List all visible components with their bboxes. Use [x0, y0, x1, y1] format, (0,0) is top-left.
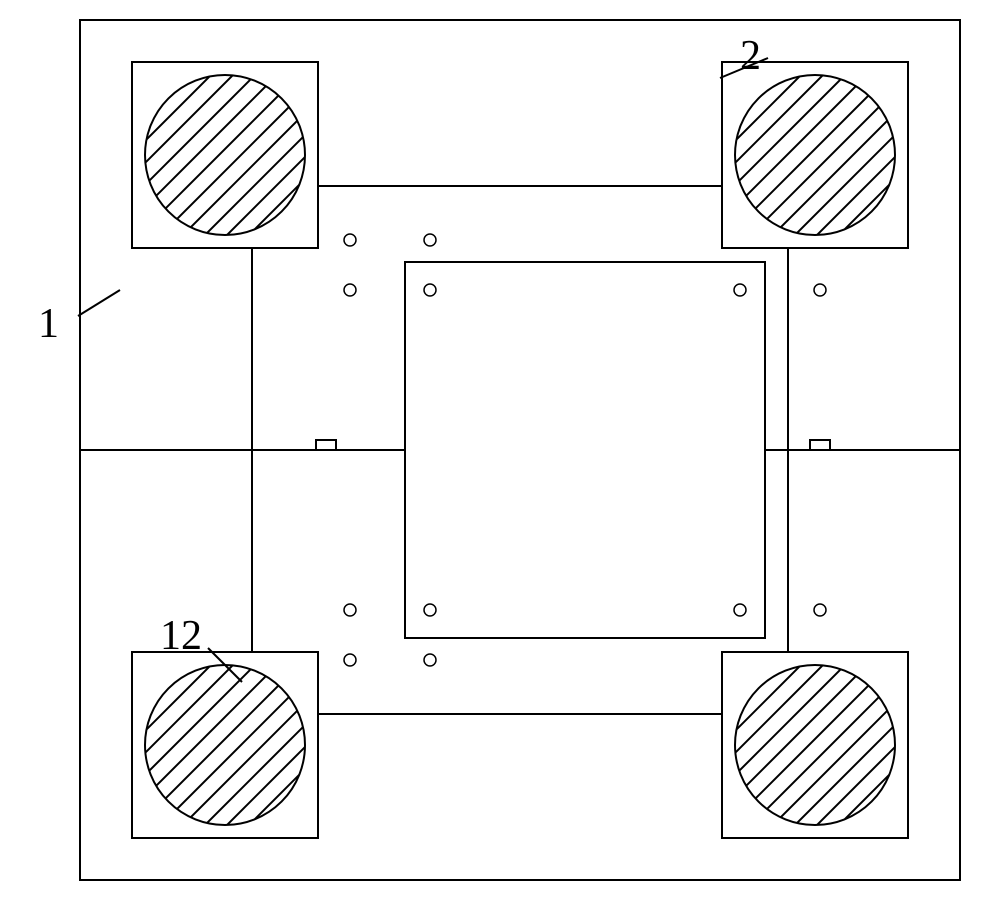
bolt-hole [344, 604, 356, 616]
midline-tab [810, 440, 830, 450]
corner-square-top_right [722, 62, 908, 248]
bolt-hole [424, 654, 436, 666]
corner-square-top_left [132, 62, 318, 248]
label-12: 12 [160, 612, 202, 660]
midline-tab [316, 440, 336, 450]
corner-square-bottom_right [722, 652, 908, 838]
bolt-hole [344, 234, 356, 246]
bolt-hole [344, 654, 356, 666]
bolt-hole [424, 234, 436, 246]
diagram-stage: 1212 [0, 0, 1000, 904]
bolt-hole [344, 284, 356, 296]
diagram-svg [0, 0, 1000, 904]
center-plate [405, 262, 765, 638]
bolt-hole [814, 604, 826, 616]
label-2: 2 [740, 32, 761, 80]
corner-square-bottom_left [132, 652, 318, 838]
label-1: 1 [38, 300, 59, 348]
bolt-hole [814, 284, 826, 296]
leader-1 [78, 290, 120, 316]
